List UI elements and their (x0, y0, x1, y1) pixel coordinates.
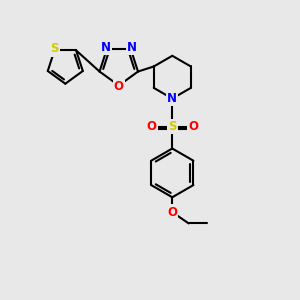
Text: N: N (167, 92, 177, 105)
Text: O: O (146, 120, 157, 133)
Text: N: N (127, 41, 137, 54)
Text: S: S (50, 42, 59, 56)
Text: S: S (168, 120, 176, 133)
Text: O: O (188, 120, 198, 133)
Text: N: N (100, 41, 110, 54)
Text: O: O (114, 80, 124, 94)
Text: O: O (167, 206, 177, 219)
